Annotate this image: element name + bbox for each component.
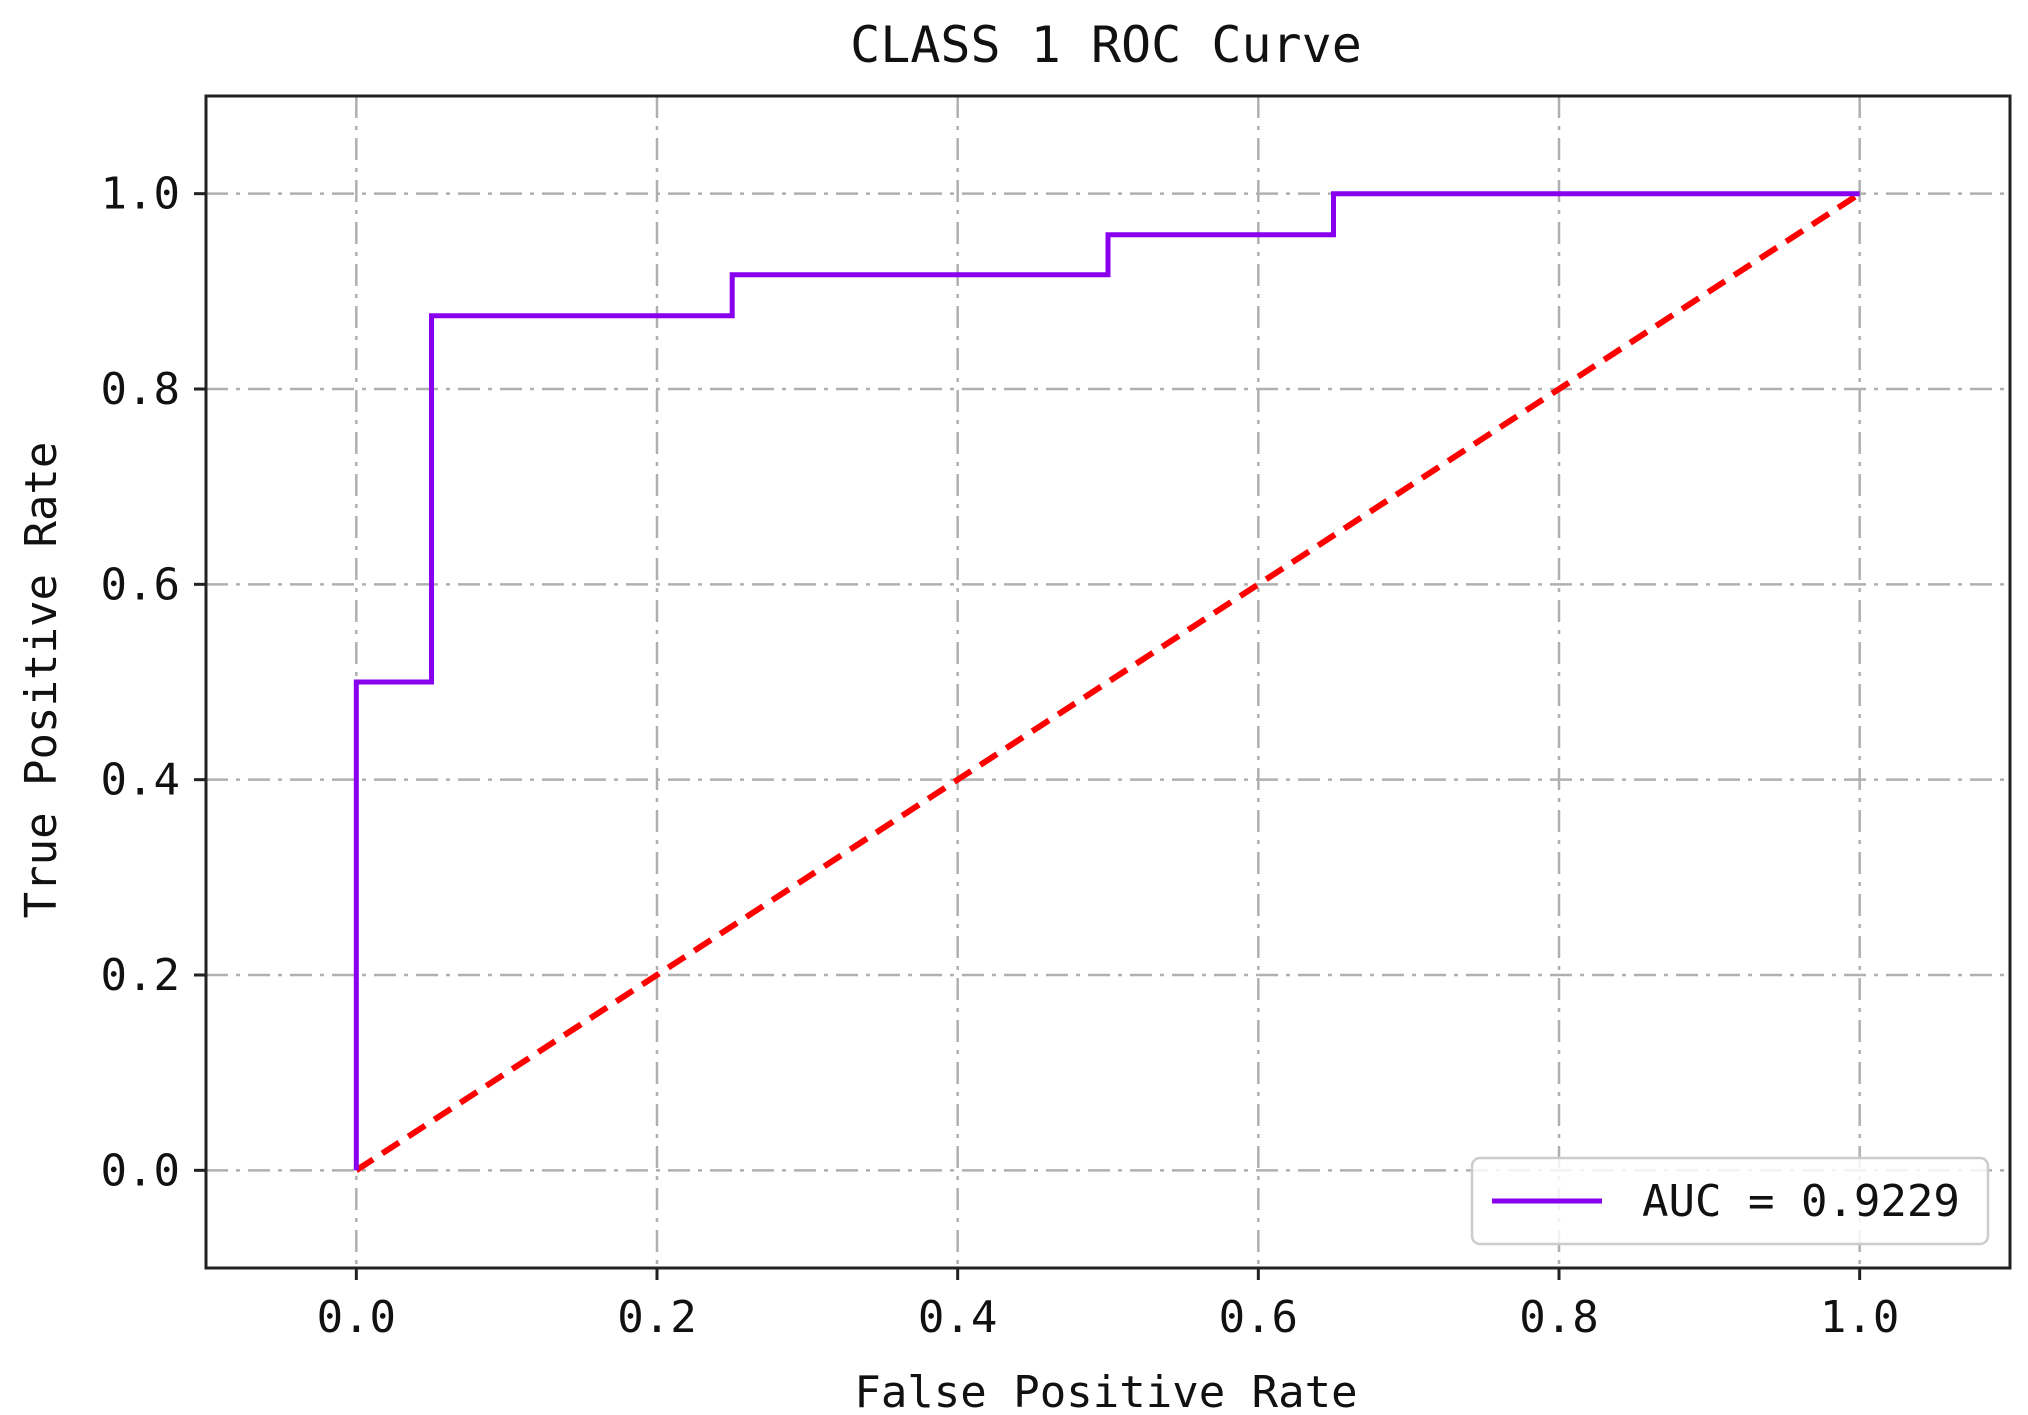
x-axis-label: False Positive Rate (854, 1367, 1357, 1415)
chart-title: CLASS 1 ROC Curve (850, 16, 1362, 74)
plot-frame (204, 94, 2012, 1270)
chance-diagonal-line (354, 191, 1862, 1173)
y-tick-label: 0.4 (101, 755, 180, 806)
x-tick-label: 0.6 (1219, 1292, 1298, 1343)
x-tick-label: 0.2 (617, 1292, 696, 1343)
x-tick-label: 1.0 (1820, 1292, 1899, 1343)
legend: AUC = 0.9229 (1470, 1156, 1990, 1246)
plot-series (353, 191, 1862, 1173)
y-axis-label: True Positive Rate (16, 442, 67, 919)
y-tick-label: 0.6 (101, 559, 180, 610)
legend-label: AUC = 0.9229 (1642, 1176, 1960, 1227)
roc-curve-line (353, 191, 1860, 1171)
y-tick-label: 0.2 (101, 950, 180, 1001)
x-tick-label: 0.4 (918, 1292, 997, 1343)
axis-ticks: 0.0 0.2 0.4 0.6 0.8 1.0 0.0 0.2 0.4 0.6 0.8 1.0 (101, 169, 1900, 1343)
y-tick-label: 0.8 (101, 364, 180, 415)
x-tick-label: 0.0 (317, 1292, 396, 1343)
y-tick-label: 0.0 (101, 1145, 180, 1196)
grid (206, 96, 2010, 1268)
y-tick-label: 1.0 (101, 169, 180, 220)
x-tick-label: 0.8 (1519, 1292, 1598, 1343)
legend-box (1470, 1156, 1990, 1246)
